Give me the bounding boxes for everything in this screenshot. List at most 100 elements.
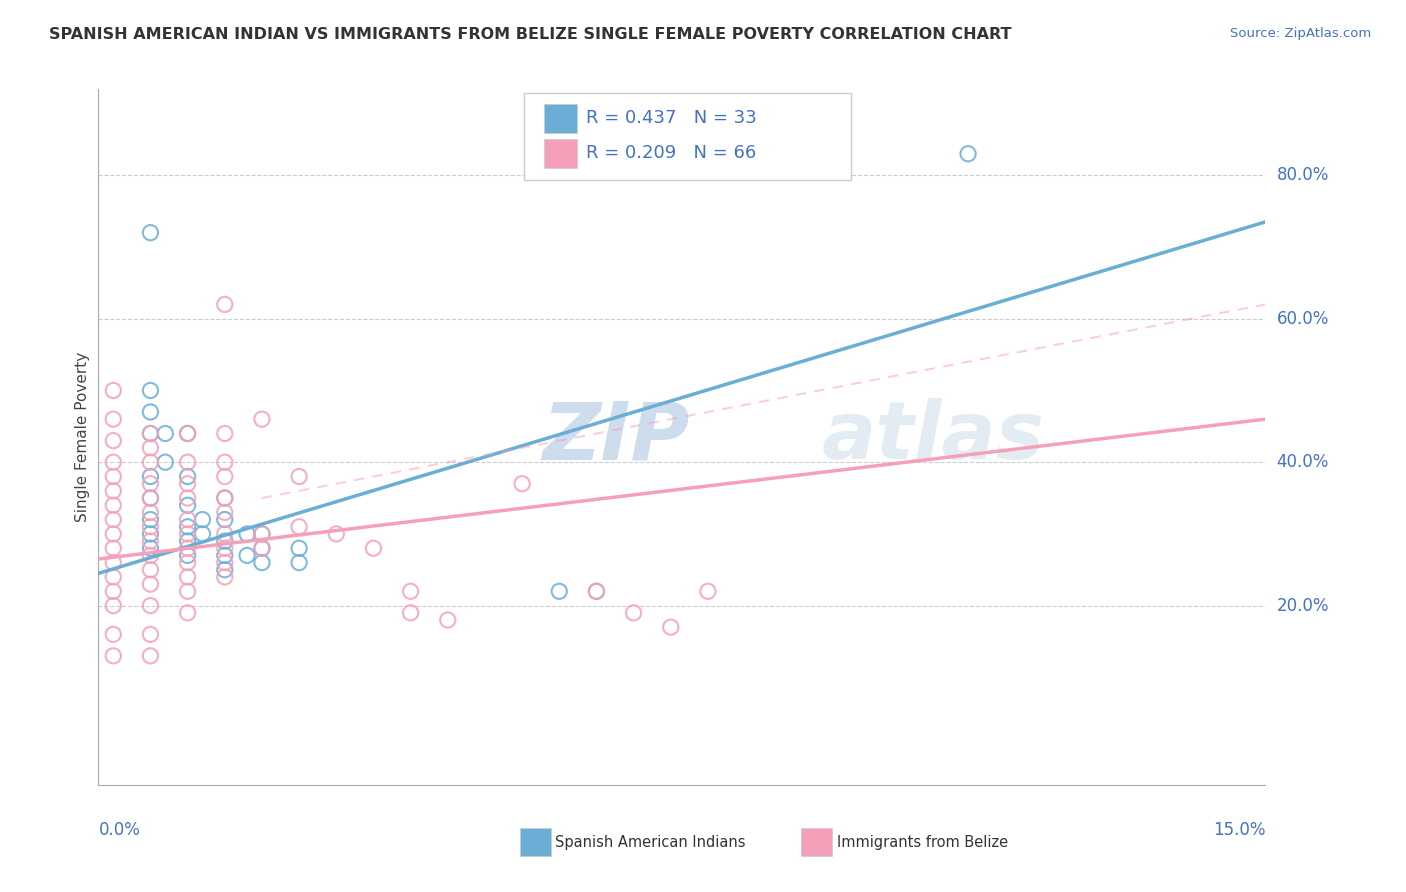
Point [399,606,422,620]
Point [176,549,198,563]
Point [103,627,125,641]
Point [103,599,125,613]
Point [659,620,682,634]
Point [510,476,533,491]
Point [176,570,198,584]
Point [139,534,162,549]
Point [288,541,311,556]
Text: 15.0%: 15.0% [1213,821,1265,838]
Point [139,648,162,663]
Point [139,491,162,505]
Point [139,627,162,641]
Point [214,491,236,505]
Point [139,405,162,419]
Point [139,599,162,613]
Point [139,527,162,541]
Point [214,570,236,584]
Point [585,584,607,599]
Point [176,606,198,620]
Text: R = 0.209   N = 66: R = 0.209 N = 66 [586,145,756,162]
Point [214,426,236,441]
Point [176,534,198,549]
Point [139,455,162,469]
Point [139,476,162,491]
Point [585,584,607,599]
Point [155,455,177,469]
Point [103,541,125,556]
Point [103,648,125,663]
Point [176,512,198,526]
Text: Spanish American Indians: Spanish American Indians [555,835,745,849]
Text: atlas: atlas [823,398,1045,476]
Point [103,512,125,526]
Point [103,434,125,448]
Point [548,584,571,599]
Text: 20.0%: 20.0% [1277,597,1329,615]
Point [139,426,162,441]
Point [214,556,236,570]
Point [399,584,422,599]
Point [214,534,236,549]
Point [623,606,645,620]
Point [139,226,162,240]
Text: SPANISH AMERICAN INDIAN VS IMMIGRANTS FROM BELIZE SINGLE FEMALE POVERTY CORRELAT: SPANISH AMERICAN INDIAN VS IMMIGRANTS FR… [49,27,1012,42]
Y-axis label: Single Female Poverty: Single Female Poverty [75,352,90,522]
Text: 60.0%: 60.0% [1277,310,1329,327]
Point [288,469,311,483]
Point [176,476,198,491]
Point [139,505,162,519]
Point [139,512,162,526]
Point [139,563,162,577]
Point [288,520,311,534]
Point [176,541,198,556]
Text: 80.0%: 80.0% [1277,166,1329,185]
Point [176,426,198,441]
Point [236,527,259,541]
Point [288,556,311,570]
Point [250,541,273,556]
Text: 0.0%: 0.0% [98,821,141,838]
Point [103,483,125,498]
Point [250,541,273,556]
Point [176,498,198,512]
Point [250,527,273,541]
Point [436,613,458,627]
Point [214,541,236,556]
Point [214,297,236,311]
Point [103,469,125,483]
Point [214,527,236,541]
Point [363,541,385,556]
Point [176,520,198,534]
Point [250,527,273,541]
Point [103,384,125,398]
Point [236,549,259,563]
Point [139,549,162,563]
FancyBboxPatch shape [544,138,576,168]
Point [176,527,198,541]
Point [214,491,236,505]
Point [176,491,198,505]
Point [139,469,162,483]
Point [191,527,214,541]
Point [176,556,198,570]
Text: R = 0.437   N = 33: R = 0.437 N = 33 [586,110,756,128]
Point [176,455,198,469]
Point [139,491,162,505]
Point [214,549,236,563]
Text: Source: ZipAtlas.com: Source: ZipAtlas.com [1230,27,1371,40]
Text: ZIP: ZIP [541,398,689,476]
Point [176,584,198,599]
Point [139,426,162,441]
Point [103,570,125,584]
Point [697,584,720,599]
Point [214,455,236,469]
Point [191,512,214,526]
Point [214,512,236,526]
Point [139,577,162,591]
Point [103,556,125,570]
Point [250,556,273,570]
Point [325,527,347,541]
Point [214,563,236,577]
Point [176,426,198,441]
Point [139,441,162,455]
